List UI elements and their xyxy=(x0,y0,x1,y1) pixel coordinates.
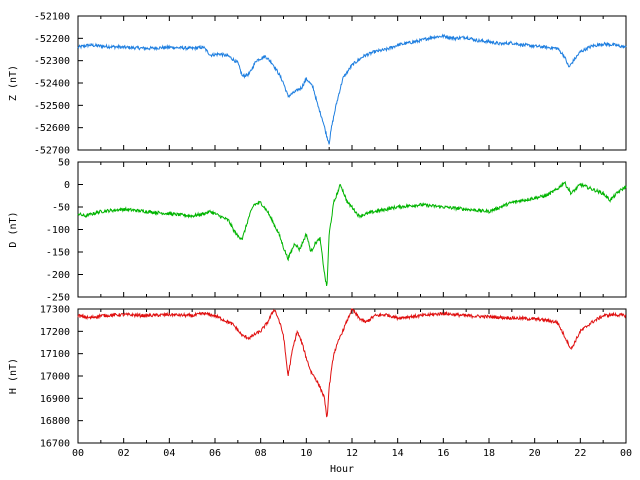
x-tick-label: 02 xyxy=(118,448,130,459)
panel-3: 17300 17200 17100 17000 16900 16800 16700 H (nT… xyxy=(8,305,632,476)
y-tick-label: 16700 xyxy=(40,439,70,450)
x-tick-label: 14 xyxy=(392,448,404,459)
series-line xyxy=(77,33,627,145)
panel-frame xyxy=(77,15,627,151)
x-axis-title: Hour xyxy=(330,464,354,475)
y-tick-label: -52200 xyxy=(34,34,70,45)
x-tick-label: 20 xyxy=(529,448,541,459)
panel-frame xyxy=(77,308,627,444)
y-tick-label: -52100 xyxy=(34,12,70,23)
series-line xyxy=(77,180,627,286)
y-tick-label: -250 xyxy=(46,293,70,304)
y-axis-title: Z (nT) xyxy=(8,65,19,101)
x-tick-label: 10 xyxy=(300,448,312,459)
panel-2: 50 0 -50 -100 -150 -200 -250 D (nT) xyxy=(8,158,627,304)
y-tick-label: 0 xyxy=(64,180,70,191)
panel-frame xyxy=(77,161,627,298)
y-tick-label: 17000 xyxy=(40,372,70,383)
y-axis-title: D (nT) xyxy=(8,211,19,247)
x-tick-label: 12 xyxy=(346,448,358,459)
panel-1: -52100 -52200 -52300 -52400 -52500 -52600 -527… xyxy=(8,12,627,157)
y-tick-label: -52400 xyxy=(34,79,70,90)
x-tick-label: 06 xyxy=(209,448,221,459)
series-line xyxy=(77,308,626,418)
y-tick-label: -52700 xyxy=(34,146,70,157)
y-tick-label: 50 xyxy=(58,158,70,169)
x-tick-label: 16 xyxy=(437,448,449,459)
x-tick-label: 00 xyxy=(620,448,632,459)
y-tick-label: -52300 xyxy=(34,56,70,67)
y-tick-label: -50 xyxy=(52,203,70,214)
y-tick-label: 17300 xyxy=(40,305,70,316)
y-axis-title: H (nT) xyxy=(8,358,19,394)
y-tick-label: -52500 xyxy=(34,101,70,112)
x-tick-label: 00 xyxy=(72,448,84,459)
y-tick-label: -200 xyxy=(46,270,70,281)
y-tick-label: 17100 xyxy=(40,349,70,360)
y-tick-label: -100 xyxy=(46,225,70,236)
y-tick-label: 16800 xyxy=(40,416,70,427)
y-tick-label: -150 xyxy=(46,248,70,259)
x-tick-label: 04 xyxy=(163,448,175,459)
y-tick-label: -52600 xyxy=(34,123,70,134)
y-tick-label: 16900 xyxy=(40,394,70,405)
y-tick-label: 17200 xyxy=(40,327,70,338)
x-tick-label: 18 xyxy=(483,448,495,459)
x-tick-label: 22 xyxy=(574,448,586,459)
x-tick-label: 08 xyxy=(255,448,267,459)
